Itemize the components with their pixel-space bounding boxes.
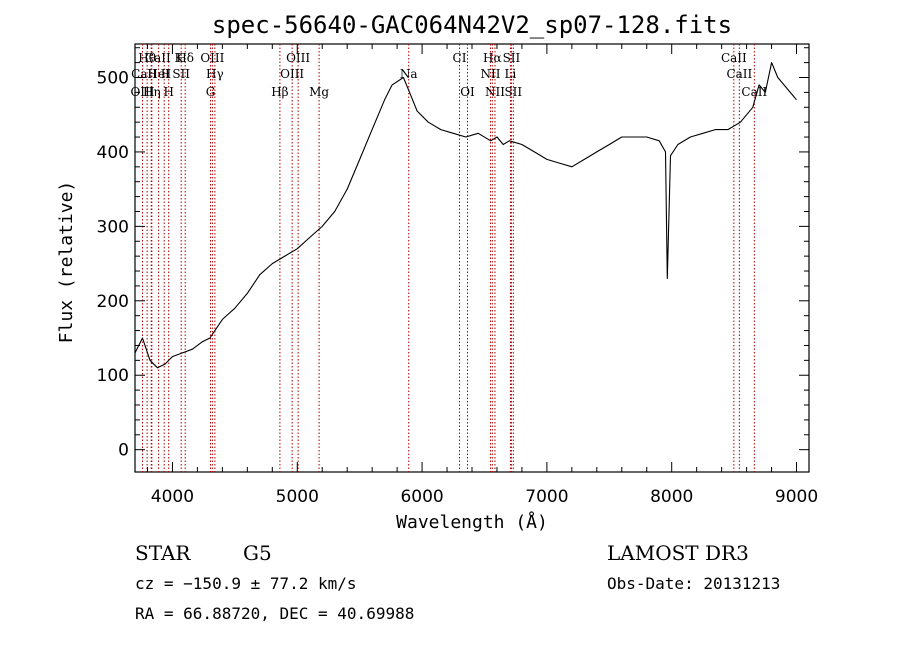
spectral-line-label: OIII bbox=[280, 67, 304, 81]
x-axis-ticks: 4000 5000 6000 7000 8000 9000 bbox=[146, 44, 818, 507]
x-tick-label: 9000 bbox=[775, 487, 818, 507]
spectral-line-label: SII bbox=[504, 85, 522, 99]
observation-date: Obs-Date: 20131213 bbox=[607, 574, 780, 593]
spectral-line-label: NII bbox=[485, 85, 505, 99]
spectrum-line bbox=[134, 62, 797, 369]
coordinates: RA = 66.88720, DEC = 40.69988 bbox=[135, 604, 414, 623]
y-axis-ticks: 0 100 200 300 400 500 bbox=[97, 47, 809, 461]
spectral-line-label: Mg bbox=[309, 85, 329, 99]
y-tick-label: 500 bbox=[97, 68, 129, 88]
spectral-line-label: CaII K bbox=[145, 51, 185, 65]
object-class: STAR bbox=[135, 541, 191, 565]
spectral-line-label: NII bbox=[480, 67, 500, 81]
x-axis-label: Wavelength (Å) bbox=[396, 511, 548, 533]
x-tick-label: 5000 bbox=[276, 487, 319, 507]
chart-title: spec-56640-GAC064N42V2_sp07-128.fits bbox=[212, 11, 732, 39]
spectral-line-label: OIII bbox=[130, 85, 154, 99]
spectral-line-label: Na bbox=[400, 67, 418, 81]
object-subclass: G5 bbox=[243, 541, 272, 565]
x-tick-label: 4000 bbox=[151, 487, 194, 507]
spectral-line-label: OI bbox=[460, 85, 475, 99]
spectral-line-label: SII bbox=[503, 51, 521, 65]
spectral-line-label: SII bbox=[172, 67, 190, 81]
spectral-line-label: CaII bbox=[741, 85, 767, 99]
spectral-line-label: Hγ bbox=[206, 67, 224, 81]
spectral-line-label: H bbox=[163, 85, 173, 99]
spectral-line-label: HeI bbox=[147, 67, 170, 81]
x-tick-label: 8000 bbox=[650, 487, 693, 507]
survey-name: LAMOST DR3 bbox=[607, 541, 749, 565]
spectral-line-label: OIII bbox=[286, 51, 310, 65]
y-tick-label: 200 bbox=[97, 292, 129, 312]
y-axis-label: Flux (relative) bbox=[56, 181, 77, 344]
y-tick-label: 400 bbox=[97, 143, 129, 163]
spectral-line-label: CI bbox=[453, 51, 467, 65]
spectral-line-label: OIII bbox=[200, 51, 224, 65]
y-tick-label: 100 bbox=[97, 366, 129, 386]
spectral-line-label: Li bbox=[505, 67, 517, 81]
redshift-velocity: cz = −150.9 ± 77.2 km/s bbox=[135, 574, 357, 593]
spectrum-series bbox=[134, 62, 797, 369]
spectral-line-label: G bbox=[206, 85, 216, 99]
spectral-line-markers bbox=[141, 44, 755, 472]
spectral-line-label: Hθ bbox=[138, 51, 156, 65]
x-tick-label: 7000 bbox=[525, 487, 568, 507]
spectral-line-label: Hβ bbox=[271, 85, 288, 99]
spectral-line-label: Hδ bbox=[176, 51, 194, 65]
y-tick-label: 300 bbox=[97, 217, 129, 237]
y-tick-label: 0 bbox=[118, 441, 129, 461]
spectral-line-label: CaII bbox=[726, 67, 752, 81]
x-tick-label: 6000 bbox=[400, 487, 443, 507]
spectral-line-label: Hη bbox=[143, 85, 161, 99]
spectral-line-label: CaII bbox=[721, 51, 747, 65]
plot-frame bbox=[134, 43, 810, 473]
spectral-line-label: Hα bbox=[483, 51, 502, 65]
